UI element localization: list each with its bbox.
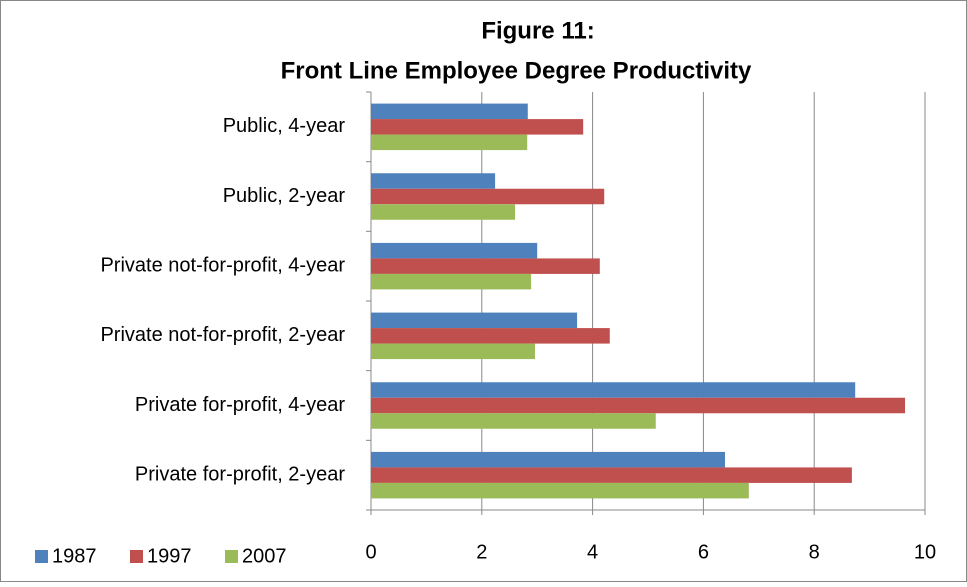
bar — [371, 467, 852, 483]
y-tick-label: Public, 2-year — [223, 185, 346, 207]
bar — [371, 103, 528, 120]
bar — [371, 328, 610, 344]
bar — [371, 382, 856, 398]
x-tick-label: 4 — [587, 541, 598, 563]
bar — [371, 482, 749, 499]
bar — [371, 397, 906, 414]
bar — [371, 451, 726, 468]
chart-subtitle: Front Line Employee Degree Productivity — [281, 57, 752, 84]
x-tick-label: 0 — [365, 541, 376, 563]
y-tick-label: Private for-profit, 4-year — [135, 394, 345, 416]
bar — [371, 119, 584, 135]
y-tick-label: Private for-profit, 2-year — [135, 463, 345, 485]
x-tick-label: 6 — [698, 541, 709, 563]
legend-swatch — [225, 550, 238, 563]
bar — [371, 188, 605, 205]
y-tick-label: Private not-for-profit, 2-year — [100, 324, 345, 346]
legend-label: 1987 — [52, 545, 97, 567]
legend-label: 2007 — [242, 545, 287, 567]
bar — [371, 312, 578, 329]
legend-swatch — [130, 550, 143, 563]
legend-swatch — [35, 550, 48, 563]
bar — [371, 413, 656, 429]
y-tick-label: Public, 4-year — [223, 115, 346, 137]
bar — [371, 173, 496, 189]
x-tick-label: 8 — [809, 541, 820, 563]
y-tick-label: Private not-for-profit, 4-year — [100, 254, 345, 276]
bar — [371, 273, 532, 290]
bar — [371, 134, 528, 151]
chart-title: Figure 11: — [481, 17, 594, 44]
bar — [371, 343, 535, 360]
x-tick-label: 10 — [914, 541, 936, 563]
legend-label: 1997 — [147, 545, 192, 567]
bar — [371, 242, 538, 259]
bar — [371, 204, 516, 220]
bar — [371, 258, 600, 274]
x-tick-label: 2 — [476, 541, 487, 563]
